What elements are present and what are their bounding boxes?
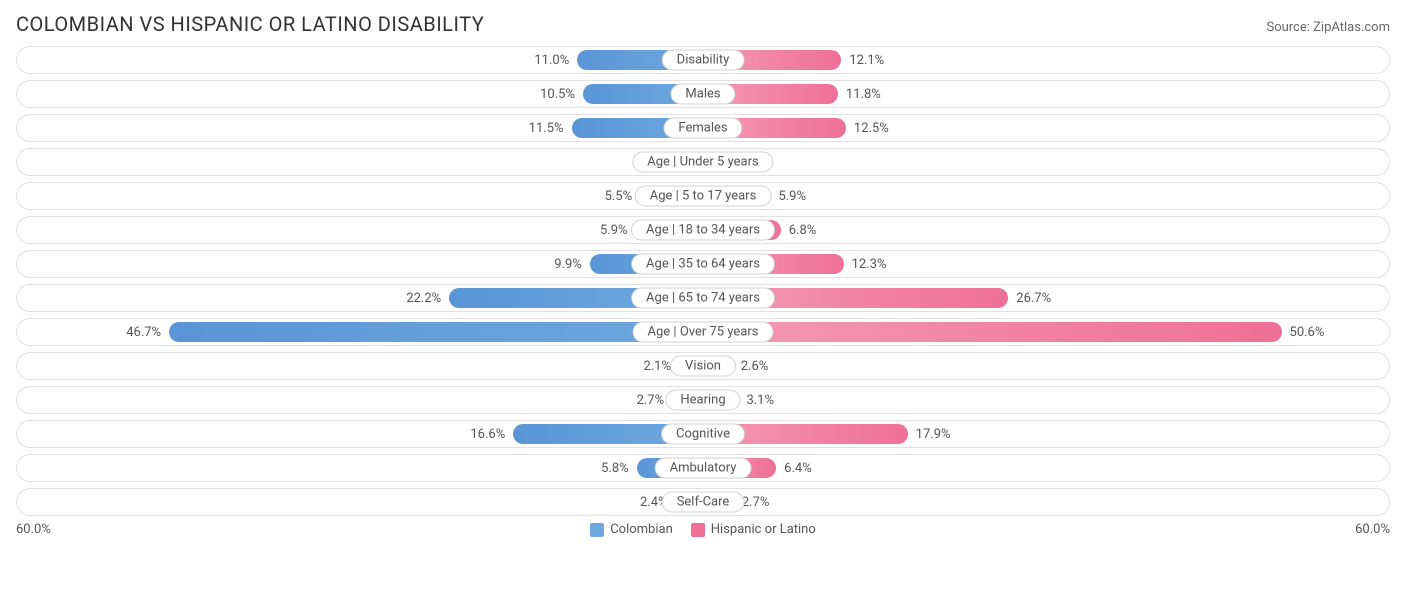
category-label: Age | 5 to 17 years bbox=[635, 186, 772, 207]
row-left-half: 2.1% bbox=[17, 353, 703, 379]
row-right-half: 50.6% bbox=[703, 319, 1389, 345]
category-label: Disability bbox=[662, 50, 745, 71]
right-value: 3.1% bbox=[746, 393, 774, 408]
left-value: 11.0% bbox=[534, 53, 569, 68]
row-left-half: 16.6% bbox=[17, 421, 703, 447]
category-label: Hearing bbox=[665, 390, 740, 411]
chart-row: 5.8% 6.4% Ambulatory bbox=[16, 454, 1390, 482]
category-label: Vision bbox=[670, 356, 736, 377]
category-label: Ambulatory bbox=[655, 458, 752, 479]
right-value: 12.3% bbox=[852, 257, 887, 272]
right-bar bbox=[703, 322, 1282, 342]
category-label: Age | Under 5 years bbox=[632, 152, 773, 173]
row-right-half: 11.8% bbox=[703, 81, 1389, 107]
row-left-half: 2.4% bbox=[17, 489, 703, 515]
chart-row: 2.4% 2.7%Self-Care bbox=[16, 488, 1390, 516]
legend-label-right: Hispanic or Latino bbox=[711, 522, 816, 537]
left-value: 22.2% bbox=[406, 291, 441, 306]
right-value: 17.9% bbox=[916, 427, 951, 442]
right-value: 26.7% bbox=[1016, 291, 1051, 306]
chart-row: 22.2% 26.7% Age | 65 to 74 years bbox=[16, 284, 1390, 312]
row-right-half: 6.4% bbox=[703, 455, 1389, 481]
category-label: Age | 35 to 64 years bbox=[631, 254, 775, 275]
category-label: Males bbox=[670, 84, 735, 105]
left-value: 10.5% bbox=[540, 87, 575, 102]
left-value: 46.7% bbox=[126, 325, 161, 340]
category-label: Age | Over 75 years bbox=[633, 322, 774, 343]
row-left-half: 5.9% bbox=[17, 217, 703, 243]
right-value: 6.4% bbox=[784, 461, 812, 476]
row-left-half: 46.7% bbox=[17, 319, 703, 345]
left-value: 5.8% bbox=[601, 461, 629, 476]
row-right-half: 6.8% bbox=[703, 217, 1389, 243]
row-left-half: 11.5% bbox=[17, 115, 703, 141]
right-value: 12.5% bbox=[854, 121, 889, 136]
chart-title: COLOMBIAN VS HISPANIC OR LATINO DISABILI… bbox=[16, 12, 484, 36]
chart-row: 11.0% 12.1% Disability bbox=[16, 46, 1390, 74]
legend-swatch-left bbox=[590, 523, 604, 537]
right-value: 5.9% bbox=[778, 189, 806, 204]
right-value: 12.1% bbox=[849, 53, 884, 68]
left-value: 2.1% bbox=[643, 359, 671, 374]
row-right-half: 2.6% bbox=[703, 353, 1389, 379]
row-left-half: 10.5% bbox=[17, 81, 703, 107]
left-value: 11.5% bbox=[529, 121, 564, 136]
chart-row: 2.7% 3.1% Hearing bbox=[16, 386, 1390, 414]
category-label: Self-Care bbox=[662, 492, 745, 513]
left-bar bbox=[169, 322, 703, 342]
left-value: 9.9% bbox=[554, 257, 582, 272]
chart-footer: 60.0% Colombian Hispanic or Latino 60.0% bbox=[16, 522, 1390, 537]
chart-row: 5.5% 5.9% Age | 5 to 17 years bbox=[16, 182, 1390, 210]
left-value: 16.6% bbox=[470, 427, 505, 442]
row-left-half: 5.8% bbox=[17, 455, 703, 481]
axis-max-right: 60.0% bbox=[1355, 522, 1390, 537]
category-label: Females bbox=[663, 118, 742, 139]
row-left-half: 1.2% bbox=[17, 149, 703, 175]
row-right-half: 12.5% bbox=[703, 115, 1389, 141]
right-value: 11.8% bbox=[846, 87, 881, 102]
row-left-half: 11.0% bbox=[17, 47, 703, 73]
row-right-half: 3.1% bbox=[703, 387, 1389, 413]
row-right-half: 5.9% bbox=[703, 183, 1389, 209]
right-value: 2.6% bbox=[741, 359, 769, 374]
row-left-half: 2.7% bbox=[17, 387, 703, 413]
diverging-bar-chart: 11.0% 12.1% Disability 10.5% 11.8% Males 11.5%… bbox=[16, 46, 1390, 516]
chart-row: 9.9% 12.3% Age | 35 to 64 years bbox=[16, 250, 1390, 278]
row-right-half: 2.7% bbox=[703, 489, 1389, 515]
chart-header: COLOMBIAN VS HISPANIC OR LATINO DISABILI… bbox=[16, 12, 1390, 36]
chart-row: 1.2%1.3%Age | Under 5 years bbox=[16, 148, 1390, 176]
row-right-half: 1.3% bbox=[703, 149, 1389, 175]
legend-swatch-right bbox=[691, 523, 705, 537]
row-left-half: 22.2% bbox=[17, 285, 703, 311]
row-right-half: 26.7% bbox=[703, 285, 1389, 311]
left-value: 5.5% bbox=[605, 189, 633, 204]
right-value: 6.8% bbox=[789, 223, 817, 238]
legend-item-right: Hispanic or Latino bbox=[691, 522, 816, 537]
left-value: 2.7% bbox=[637, 393, 665, 408]
right-value: 50.6% bbox=[1290, 325, 1325, 340]
right-value: 2.7% bbox=[742, 495, 770, 510]
left-value: 5.9% bbox=[600, 223, 628, 238]
legend-item-left: Colombian bbox=[590, 522, 673, 537]
chart-row: 46.7% 50.6% Age | Over 75 years bbox=[16, 318, 1390, 346]
category-label: Age | 65 to 74 years bbox=[631, 288, 775, 309]
row-right-half: 17.9% bbox=[703, 421, 1389, 447]
category-label: Age | 18 to 34 years bbox=[631, 220, 775, 241]
chart-row: 11.5% 12.5% Females bbox=[16, 114, 1390, 142]
row-left-half: 9.9% bbox=[17, 251, 703, 277]
row-right-half: 12.1% bbox=[703, 47, 1389, 73]
row-left-half: 5.5% bbox=[17, 183, 703, 209]
chart-row: 16.6% 17.9% Cognitive bbox=[16, 420, 1390, 448]
chart-source: Source: ZipAtlas.com bbox=[1266, 20, 1390, 35]
chart-row: 2.1% 2.6% Vision bbox=[16, 352, 1390, 380]
category-label: Cognitive bbox=[661, 424, 745, 445]
chart-row: 10.5% 11.8% Males bbox=[16, 80, 1390, 108]
row-right-half: 12.3% bbox=[703, 251, 1389, 277]
legend-label-left: Colombian bbox=[610, 522, 673, 537]
axis-max-left: 60.0% bbox=[16, 522, 51, 537]
chart-row: 5.9% 6.8% Age | 18 to 34 years bbox=[16, 216, 1390, 244]
legend: Colombian Hispanic or Latino bbox=[590, 522, 816, 537]
